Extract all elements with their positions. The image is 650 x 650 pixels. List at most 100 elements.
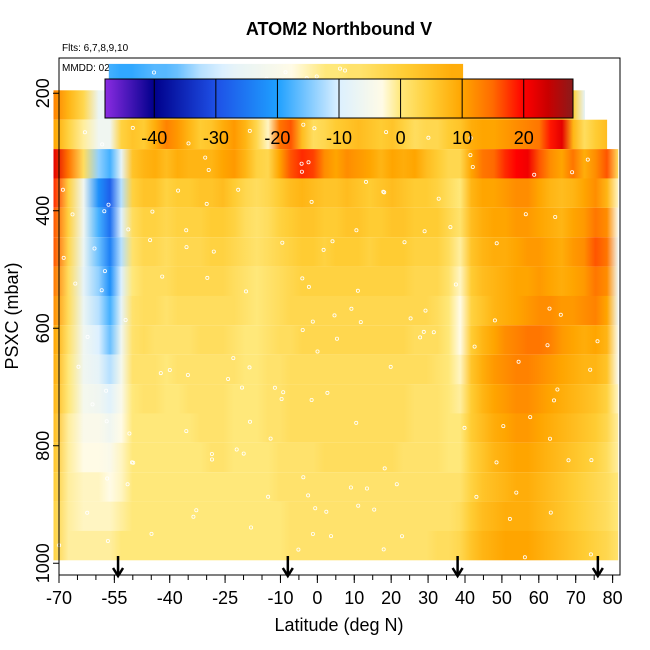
- heatmap-band: [53, 149, 619, 179]
- heatmap-band: [53, 384, 619, 414]
- sample-dot: [104, 419, 109, 424]
- x-tick-label: 40: [455, 588, 475, 608]
- y-tick-label: 200: [33, 78, 53, 108]
- sample-dot: [426, 135, 431, 140]
- colorbar-tick-label: 20: [514, 128, 534, 148]
- sample-dot: [372, 507, 377, 512]
- sample-dot: [73, 281, 78, 286]
- y-axis-label: PSXC (mbar): [2, 262, 22, 369]
- sample-dot: [436, 196, 441, 201]
- sample-dot: [158, 371, 163, 376]
- sample-dot: [203, 155, 208, 160]
- colorbar-tick-label: -30: [203, 128, 229, 148]
- y-tick-label: 1000: [33, 543, 53, 583]
- sample-dot: [325, 390, 330, 395]
- y-tick-label: 400: [33, 196, 53, 226]
- heatmap-band: [53, 501, 619, 531]
- sample-dot: [106, 202, 111, 207]
- sample-dot: [402, 240, 407, 245]
- sample-dot: [381, 547, 386, 552]
- sample-dot: [100, 142, 105, 147]
- x-tick-label: -40: [157, 588, 183, 608]
- sample-dot: [236, 187, 241, 192]
- sample-dot: [468, 153, 473, 158]
- sample-dot: [241, 451, 246, 456]
- sample-dot: [384, 130, 389, 135]
- sample-dot: [501, 424, 506, 429]
- sample-dot: [306, 160, 311, 165]
- sample-dot: [226, 376, 231, 381]
- sample-dot: [528, 415, 533, 420]
- sample-dot: [595, 339, 600, 344]
- flights-label: Flts: 6,7,8,9,10: [62, 43, 129, 54]
- sample-dot: [548, 436, 553, 441]
- sample-dot: [126, 227, 131, 232]
- sample-dot: [332, 313, 337, 318]
- heatmap-band: [53, 266, 619, 296]
- sample-dot: [358, 320, 363, 325]
- sample-dot: [448, 225, 453, 230]
- sample-dot: [102, 269, 107, 274]
- sample-dot: [234, 447, 239, 452]
- sample-dot: [243, 289, 248, 294]
- sample-dot: [148, 238, 153, 243]
- plot-frame: [58, 57, 621, 576]
- x-tick-label: 80: [603, 588, 623, 608]
- sample-dot: [185, 372, 190, 377]
- sample-dot: [280, 240, 285, 245]
- sample-dot: [194, 508, 199, 513]
- sample-dot: [184, 245, 189, 250]
- sample-dot: [532, 172, 537, 177]
- sample-dot: [105, 476, 110, 481]
- y-axis: 200 400 600 800 1000: [33, 78, 59, 583]
- sample-dot: [160, 274, 165, 279]
- sample-dot: [315, 349, 320, 354]
- heatmap-band: [53, 413, 619, 443]
- sample-dot: [191, 514, 196, 519]
- heatmap-band: [53, 119, 608, 150]
- sample-dot: [206, 167, 211, 172]
- sample-dot: [431, 330, 436, 335]
- sample-dot: [399, 534, 404, 539]
- sample-dot: [82, 130, 87, 135]
- sample-dot: [363, 179, 368, 184]
- sample-dot: [548, 510, 553, 515]
- sample-dot: [167, 367, 172, 372]
- sample-dot: [321, 247, 326, 252]
- heatmap-band: [53, 442, 619, 473]
- sample-dot: [123, 317, 128, 322]
- sample-dot: [585, 157, 590, 162]
- sample-dot: [149, 531, 154, 536]
- sample-dot: [342, 68, 347, 73]
- sample-dot: [268, 436, 273, 441]
- x-tick-label: 60: [529, 588, 549, 608]
- sample-dot: [104, 388, 109, 393]
- sample-dot: [176, 188, 181, 193]
- sample-dot: [314, 74, 319, 79]
- sample-dot: [545, 343, 550, 348]
- sample-dot: [552, 398, 557, 403]
- sample-dot: [151, 70, 156, 75]
- x-tick-label: 50: [492, 588, 512, 608]
- sample-dot: [76, 364, 81, 369]
- sample-dot: [421, 329, 426, 334]
- heatmap-band: [53, 530, 619, 561]
- heatmap-band: [53, 295, 619, 326]
- sample-dot: [272, 385, 277, 390]
- sample-dot: [588, 367, 593, 372]
- heatmap-band: [53, 178, 619, 208]
- sample-dot: [408, 316, 413, 321]
- sample-dot: [211, 249, 216, 254]
- sample-dot: [328, 534, 333, 539]
- sample-dot: [266, 494, 271, 499]
- x-axis-label: Latitude (deg N): [274, 615, 403, 635]
- sample-dot: [310, 532, 315, 537]
- sample-dot: [184, 429, 189, 434]
- sample-dot: [300, 327, 305, 332]
- sample-dot: [364, 486, 369, 491]
- y-tick-label: 800: [33, 431, 53, 461]
- sample-points: [57, 66, 600, 560]
- sample-dot: [334, 336, 339, 341]
- sample-dot: [130, 125, 135, 130]
- sample-dot: [306, 284, 311, 289]
